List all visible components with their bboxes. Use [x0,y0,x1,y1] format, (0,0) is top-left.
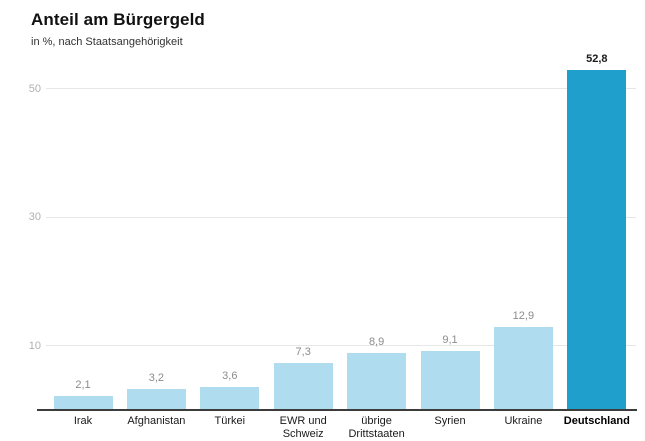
gridline-10 [46,345,636,347]
bar-Ukraine [493,327,553,410]
y-tick-label-50: 50 [28,82,41,95]
bar-Afghanistan [126,389,186,410]
bar-übrige Drittstaaten [347,352,407,410]
chart-subtitle: in %, nach Staatsangehörigkeit [31,36,183,48]
y-tick-label-10: 10 [28,339,41,352]
x-category-label-Ukraine: Ukraine [504,415,543,427]
value-label-Deutschland: 52,8 [586,53,608,66]
value-label-übrige Drittstaaten: 8,9 [368,335,385,348]
x-axis-line [37,409,637,411]
bar-Syrien [420,351,480,410]
value-label-Irak: 2,1 [75,379,91,392]
gridline-30 [46,216,636,218]
x-category-label-Irak: Irak [73,415,93,427]
value-label-Ukraine: 12,9 [512,310,535,323]
value-label-Syrien: 9,1 [442,334,458,347]
chart-title: Anteil am Bürgergeld [31,10,205,29]
x-category-label-Deutschland: Deutschland [563,415,630,427]
gridline-50 [46,88,636,89]
x-category-label-übrige Drittstaaten: übrige Drittstaaten [348,415,405,440]
bar-Irak [53,396,113,410]
value-label-EWR und Schweiz: 7,3 [295,346,311,359]
x-category-label-Türkei: Türkei [214,415,246,427]
x-category-label-EWR und Schweiz: EWR und Schweiz [279,415,327,440]
x-category-label-Afghanistan: Afghanistan [127,415,186,427]
bar-Deutschland [567,70,627,410]
value-label-Afghanistan: 3,2 [148,372,165,385]
bar-EWR und Schweiz [273,363,333,410]
bar-Türkei [200,386,260,410]
value-label-Türkei: 3,6 [222,369,238,382]
y-tick-label-30: 30 [28,211,41,224]
x-category-label-Syrien: Syrien [434,415,466,427]
